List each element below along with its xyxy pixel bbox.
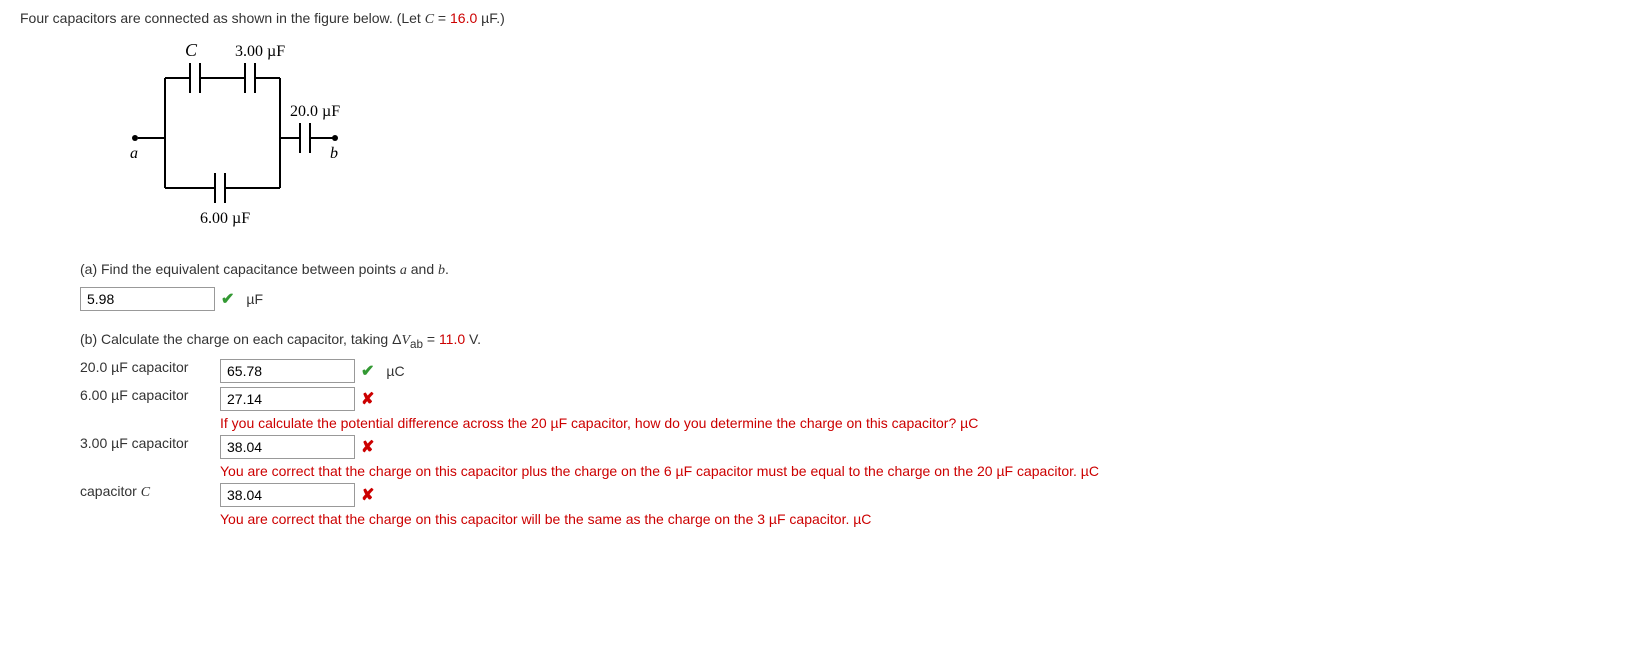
feedback-6uf: If you calculate the potential differenc…: [220, 415, 978, 431]
label-capc: capacitor C: [80, 483, 220, 501]
input-3uf[interactable]: [220, 435, 355, 459]
circuit-svg: a C 3.00 µF 6.00 µF 20.0 µF: [120, 38, 400, 238]
label-6uf: 6.00 µF capacitor: [80, 387, 220, 403]
part-a-prompt: (a) Find the equivalent capacitance betw…: [80, 261, 1624, 279]
label-cap-3: 3.00 µF: [235, 43, 285, 60]
feedback-3uf: You are correct that the charge on this …: [220, 463, 1099, 479]
cross-icon: ✘: [361, 485, 374, 505]
cross-icon: ✘: [361, 437, 374, 457]
label-3uf: 3.00 µF capacitor: [80, 435, 220, 451]
label-b: b: [330, 145, 338, 162]
input-capc[interactable]: [220, 483, 355, 507]
variable-c: C: [425, 12, 434, 27]
c-value: 16.0: [450, 10, 477, 26]
part-a-section: (a) Find the equivalent capacitance betw…: [80, 261, 1624, 311]
part-a-input[interactable]: [80, 287, 215, 311]
row-3uf: 3.00 µF capacitor ✘ You are correct that…: [80, 435, 1624, 479]
question-intro: Four capacitors are connected as shown i…: [20, 10, 1624, 28]
row-capc: capacitor C ✘ You are correct that the c…: [80, 483, 1624, 527]
label-cap-c: C: [185, 40, 198, 60]
cross-icon: ✘: [361, 389, 374, 409]
part-b-section: (b) Calculate the charge on each capacit…: [80, 331, 1624, 527]
part-a-answer-row: ✔ µF: [80, 287, 1624, 311]
row-6uf: 6.00 µF capacitor ✘ If you calculate the…: [80, 387, 1624, 431]
circuit-diagram: a C 3.00 µF 6.00 µF 20.0 µF: [120, 38, 1624, 241]
row-20uf: 20.0 µF capacitor ✔ µC: [80, 359, 1624, 383]
feedback-capc: You are correct that the charge on this …: [220, 511, 871, 527]
label-cap-6: 6.00 µF: [200, 210, 250, 227]
label-a: a: [130, 145, 138, 162]
label-20uf: 20.0 µF capacitor: [80, 359, 220, 375]
label-cap-20: 20.0 µF: [290, 103, 340, 120]
c-unit: µF.): [477, 10, 505, 26]
input-20uf[interactable]: [220, 359, 355, 383]
unit-20uf: µC: [386, 363, 404, 379]
part-b-prompt: (b) Calculate the charge on each capacit…: [80, 331, 1624, 351]
question-text-before: Four capacitors are connected as shown i…: [20, 10, 425, 26]
input-6uf[interactable]: [220, 387, 355, 411]
part-a-unit: µF: [246, 291, 263, 307]
check-icon: ✔: [221, 289, 234, 309]
check-icon: ✔: [361, 361, 374, 381]
equals: =: [434, 10, 450, 26]
